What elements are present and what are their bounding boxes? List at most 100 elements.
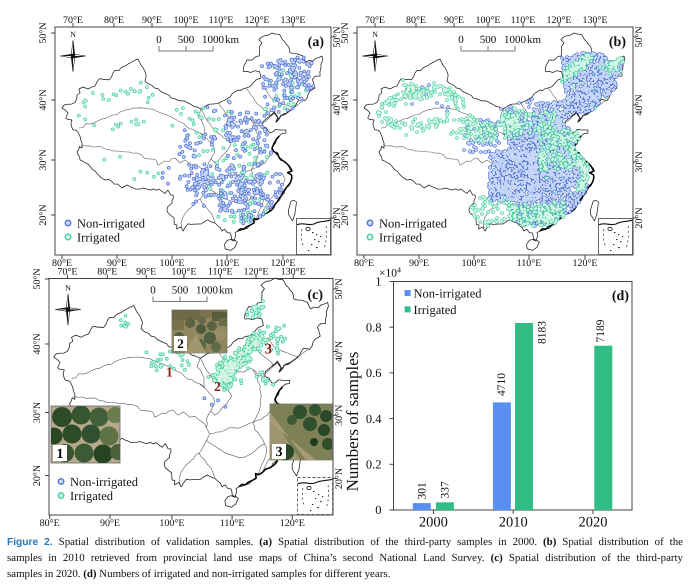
svg-text:2: 2 xyxy=(214,379,221,394)
svg-text:30°N: 30°N xyxy=(634,151,645,172)
svg-text:90°E: 90°E xyxy=(136,267,156,278)
svg-text:Irrigated: Irrigated xyxy=(77,230,121,244)
svg-text:30°N: 30°N xyxy=(340,149,351,170)
svg-text:70°E: 70°E xyxy=(63,15,83,26)
svg-text:120°E: 120°E xyxy=(280,518,305,529)
svg-text:20°N: 20°N xyxy=(340,204,351,225)
svg-text:20°N: 20°N xyxy=(634,207,645,228)
svg-text:80°E: 80°E xyxy=(52,258,72,269)
svg-text:Non-irrigated: Non-irrigated xyxy=(379,216,448,230)
svg-text:100°E: 100°E xyxy=(475,15,500,26)
svg-text:Non-irrigated: Non-irrigated xyxy=(70,475,139,489)
svg-text:2010: 2010 xyxy=(499,515,528,531)
svg-text:1000: 1000 xyxy=(202,34,225,46)
svg-text:130°E: 130°E xyxy=(582,15,607,26)
svg-text:(d): (d) xyxy=(612,289,629,304)
svg-text:1000: 1000 xyxy=(196,285,219,297)
svg-text:40°N: 40°N xyxy=(38,89,49,110)
svg-text:30°N: 30°N xyxy=(32,402,43,423)
svg-text:110°E: 110°E xyxy=(517,258,542,269)
svg-text:(c): (c) xyxy=(307,288,323,303)
svg-text:Numbers of samples: Numbers of samples xyxy=(343,352,362,492)
svg-text:90°E: 90°E xyxy=(142,15,162,26)
svg-text:1: 1 xyxy=(57,447,64,462)
svg-text:50°N: 50°N xyxy=(634,26,645,47)
svg-text:20°N: 20°N xyxy=(334,468,345,489)
svg-text:80°E: 80°E xyxy=(406,15,426,26)
svg-text:N: N xyxy=(70,29,76,39)
svg-text:100°E: 100°E xyxy=(173,15,198,26)
svg-text:120°E: 120°E xyxy=(243,267,268,278)
svg-text:301: 301 xyxy=(417,482,429,500)
svg-text:km: km xyxy=(527,34,542,46)
svg-text:30°N: 30°N xyxy=(38,149,49,170)
svg-text:(b): (b) xyxy=(609,35,626,50)
svg-text:km: km xyxy=(219,285,234,297)
svg-text:30°N: 30°N xyxy=(332,151,343,172)
svg-text:40°N: 40°N xyxy=(340,89,351,110)
svg-text:120°E: 120°E xyxy=(244,15,269,26)
svg-text:×104: ×104 xyxy=(379,266,401,280)
svg-text:90°E: 90°E xyxy=(409,258,429,269)
svg-text:80°E: 80°E xyxy=(40,518,60,529)
svg-text:20°N: 20°N xyxy=(38,204,49,225)
svg-text:0: 0 xyxy=(458,34,464,46)
svg-text:3: 3 xyxy=(276,445,283,460)
svg-text:0: 0 xyxy=(156,34,162,46)
svg-text:0.4: 0.4 xyxy=(366,412,382,426)
svg-text:Irrigated: Irrigated xyxy=(414,303,458,317)
svg-text:100°E: 100°E xyxy=(159,518,184,529)
svg-text:120°E: 120°E xyxy=(572,258,597,269)
svg-text:80°E: 80°E xyxy=(354,258,374,269)
svg-text:337: 337 xyxy=(440,481,452,499)
svg-text:110°E: 110°E xyxy=(215,258,240,269)
svg-text:50°N: 50°N xyxy=(340,22,351,43)
svg-text:500: 500 xyxy=(172,285,189,297)
svg-text:50°N: 50°N xyxy=(334,278,345,299)
svg-text:8183: 8183 xyxy=(537,321,549,344)
svg-text:20°N: 20°N xyxy=(32,465,43,486)
svg-text:90°E: 90°E xyxy=(444,15,464,26)
svg-text:40°N: 40°N xyxy=(334,341,345,362)
svg-text:100°E: 100°E xyxy=(159,258,184,269)
svg-text:120°E: 120°E xyxy=(270,258,295,269)
svg-text:0.2: 0.2 xyxy=(366,458,382,472)
svg-text:Non-irrigated: Non-irrigated xyxy=(414,287,483,301)
svg-text:70°E: 70°E xyxy=(57,267,77,278)
svg-text:110°E: 110°E xyxy=(511,15,536,26)
svg-text:2: 2 xyxy=(177,336,184,351)
svg-text:110°E: 110°E xyxy=(208,267,233,278)
svg-text:500: 500 xyxy=(178,34,195,46)
svg-text:(a): (a) xyxy=(308,35,325,50)
svg-text:30°N: 30°N xyxy=(334,405,345,426)
svg-text:Irrigated: Irrigated xyxy=(70,489,114,503)
svg-text:40°N: 40°N xyxy=(32,333,43,354)
svg-text:100°E: 100°E xyxy=(171,267,196,278)
svg-text:50°N: 50°N xyxy=(32,268,43,289)
svg-text:Non-irrigated: Non-irrigated xyxy=(77,216,146,230)
svg-text:130°E: 130°E xyxy=(280,15,305,26)
svg-text:130°E: 130°E xyxy=(281,267,306,278)
svg-text:90°E: 90°E xyxy=(100,518,120,529)
svg-text:50°N: 50°N xyxy=(38,22,49,43)
svg-text:1: 1 xyxy=(375,275,381,289)
svg-text:110°E: 110°E xyxy=(209,15,234,26)
svg-text:40°N: 40°N xyxy=(332,94,343,115)
svg-text:4710: 4710 xyxy=(496,373,508,396)
svg-text:N: N xyxy=(372,29,378,39)
svg-text:20°N: 20°N xyxy=(332,207,343,228)
svg-text:80°E: 80°E xyxy=(97,267,117,278)
svg-text:500: 500 xyxy=(480,34,497,46)
svg-text:3: 3 xyxy=(265,342,273,358)
svg-text:80°E: 80°E xyxy=(104,15,124,26)
svg-text:50°N: 50°N xyxy=(332,26,343,47)
svg-text:2000: 2000 xyxy=(419,515,448,531)
svg-text:90°E: 90°E xyxy=(107,258,127,269)
svg-text:N: N xyxy=(65,283,71,293)
svg-text:40°N: 40°N xyxy=(634,94,645,115)
svg-text:7189: 7189 xyxy=(595,319,607,342)
svg-text:100°E: 100°E xyxy=(461,258,486,269)
svg-text:2020: 2020 xyxy=(579,515,608,531)
svg-text:70°E: 70°E xyxy=(365,15,385,26)
svg-text:Irrigated: Irrigated xyxy=(379,230,423,244)
